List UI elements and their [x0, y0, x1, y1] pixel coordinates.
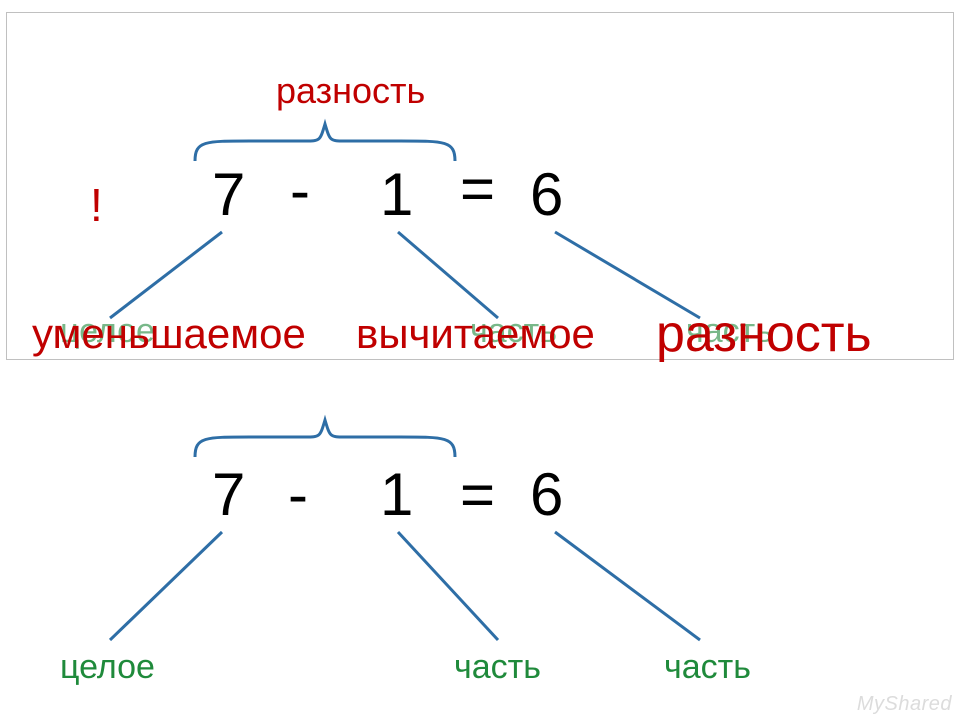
watermark: MyShared — [857, 693, 952, 716]
bottom-green-part2: часть — [664, 648, 751, 687]
bottom-green-part1: часть — [454, 648, 541, 687]
bottom-green-whole: целое — [60, 648, 155, 687]
bottom-connector-lines — [0, 0, 960, 720]
